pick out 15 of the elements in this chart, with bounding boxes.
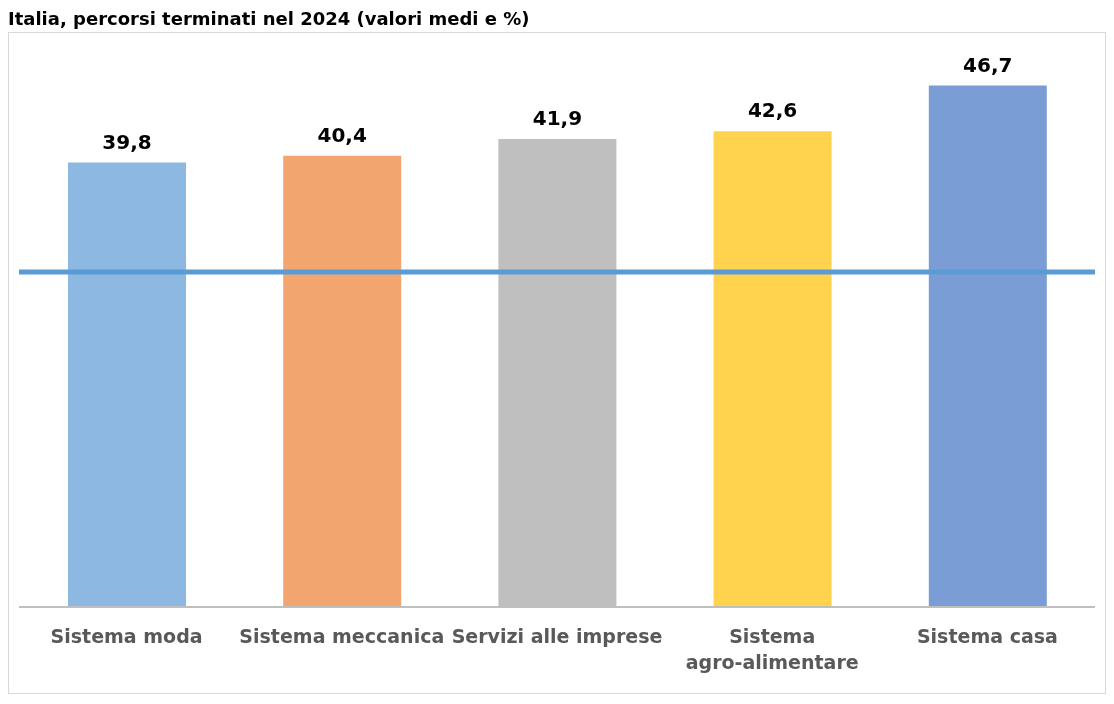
x-tick-label: Sistema meccanica bbox=[239, 625, 445, 647]
bar bbox=[68, 162, 186, 607]
data-label: 46,7 bbox=[963, 52, 1013, 77]
x-tick-label: Sistema casa bbox=[916, 625, 1058, 647]
chart-title: Italia, percorsi terminati nel 2024 (valori medi e %) bbox=[8, 8, 531, 31]
bar bbox=[283, 155, 402, 607]
data-label: 41,9 bbox=[532, 106, 583, 131]
x-tick-label: Servizi alle imprese bbox=[451, 625, 663, 647]
data-label: 40,4 bbox=[317, 122, 367, 147]
x-tick-label: Sistema moda bbox=[50, 625, 203, 647]
data-label: 39,8 bbox=[102, 129, 152, 154]
bar bbox=[713, 131, 832, 607]
bar bbox=[928, 85, 1047, 607]
data-label: 42,6 bbox=[747, 98, 798, 123]
x-tick-label: Sistema agro-alimentare bbox=[685, 625, 859, 673]
